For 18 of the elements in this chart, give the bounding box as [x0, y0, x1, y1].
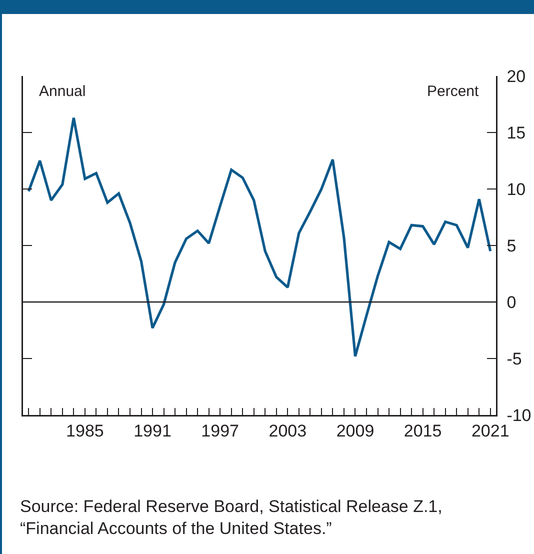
y-tick-label: 15 — [506, 123, 526, 142]
x-tick-label: 1997 — [201, 422, 239, 441]
y-tick-label: -5 — [506, 349, 522, 368]
y-tick-label: 20 — [506, 66, 526, 86]
x-tick-label: 2003 — [268, 422, 307, 441]
x-tick-label: 2015 — [404, 422, 442, 441]
y-tick-label: 0 — [506, 292, 516, 312]
annotation: Percent — [427, 83, 480, 100]
line-series — [27, 116, 492, 358]
y-tick-label: 5 — [506, 236, 516, 256]
source-note: Source: Federal Reserve Board, Statistical Release Z.1, “Financial Accounts of the United States.” — [20, 496, 444, 540]
annotation: Annual — [39, 83, 86, 100]
x-tick-label: 1991 — [134, 422, 172, 441]
x-tick-label: 2021 — [471, 422, 510, 441]
x-tick-label: 1985 — [66, 422, 104, 441]
x-tick-label: 2009 — [336, 422, 374, 441]
y-tick-label: -10 — [506, 406, 532, 425]
y-tick-label: 10 — [506, 180, 526, 199]
